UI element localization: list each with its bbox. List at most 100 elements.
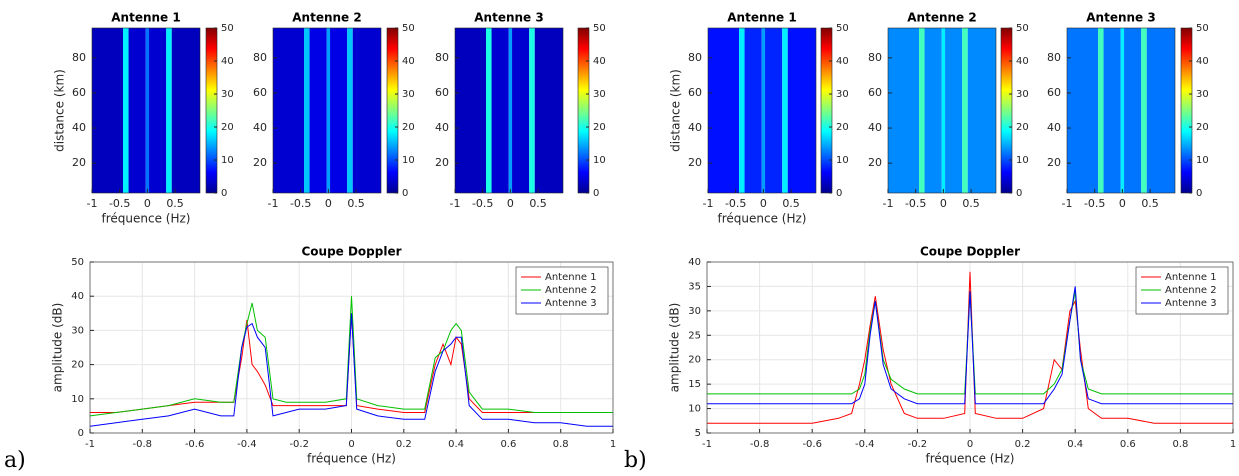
x-tick-label: -0.4	[855, 439, 875, 450]
colorbar-tick-label: 0	[1016, 188, 1022, 199]
colorbar	[1180, 27, 1193, 194]
heatmap-cell	[761, 28, 766, 193]
x-tick-label: 0.5	[347, 197, 365, 210]
heatmap-cell	[888, 28, 920, 193]
y-tick-label: 60	[1047, 86, 1061, 99]
x-tick-label: -1	[703, 197, 714, 210]
heatmap-cell	[1103, 28, 1121, 193]
axes-box	[707, 27, 817, 194]
colorbar-tick-label: 10	[836, 155, 849, 166]
y-tick-label: 40	[688, 257, 701, 268]
colorbar-tick-label: 40	[221, 56, 234, 67]
x-tick-label: 0.4	[1067, 439, 1083, 450]
y-tick-label: 60	[72, 86, 86, 99]
x-tick-label: 0	[348, 439, 354, 450]
x-tick-label: 0.6	[500, 439, 516, 450]
x-tick-label: 0	[760, 197, 767, 210]
x-tick-label: 0.5	[529, 197, 547, 210]
y-tick-label: 50	[71, 257, 84, 268]
heatmap-cell	[1124, 28, 1142, 193]
series-line	[89, 296, 613, 417]
chart-title: Antenne 1	[111, 11, 180, 25]
x-tick-label: -0.5	[290, 197, 311, 210]
heatmap-cell	[1098, 28, 1104, 193]
y-tick-label: 60	[253, 86, 267, 99]
chart-title: Coupe Doppler	[301, 245, 401, 259]
y-tick-label: 80	[688, 51, 702, 64]
y-tick-label: 40	[253, 121, 267, 134]
colorbar-tick-label: 0	[1196, 188, 1202, 199]
chart-title: Antenne 1	[727, 11, 796, 25]
chart-title: Coupe Doppler	[920, 245, 1020, 259]
heatmap-cell	[782, 28, 788, 193]
heatmap-cell	[347, 28, 353, 193]
x-tick-label: 0.4	[448, 439, 464, 450]
colorbar-tick-label: 10	[593, 155, 606, 166]
y-tick-label: 80	[253, 51, 267, 64]
y-tick-label: 20	[71, 360, 84, 371]
y-tick-label: 80	[72, 51, 86, 64]
legend-label: Antenne 2	[545, 285, 597, 296]
heatmap-cell	[145, 28, 150, 193]
heatmap-cell	[128, 28, 146, 193]
heatmap-cell	[512, 28, 530, 193]
x-tick-label: 0.2	[1015, 439, 1031, 450]
colorbar-tick-label: 20	[1016, 122, 1029, 133]
heatmap-cell	[455, 28, 487, 193]
colorbar-tick-label: 10	[1016, 155, 1029, 166]
x-tick-label: 0	[144, 197, 151, 210]
y-tick-label: 25	[688, 330, 701, 341]
axes-box	[1066, 27, 1176, 194]
y-tick-label: 40	[71, 291, 84, 302]
y-tick-label: 0	[78, 428, 84, 439]
chart-title: Antenne 2	[907, 11, 976, 25]
colorbar-tick-label: 0	[593, 188, 599, 199]
colorbar-tick-label: 20	[836, 122, 849, 133]
axes-box	[887, 27, 997, 194]
colorbar-tick-label: 30	[836, 89, 849, 100]
colorbar-tick-label: 0	[221, 188, 227, 199]
colorbar-tick-label: 10	[221, 155, 234, 166]
series-line	[89, 313, 613, 427]
series-line	[707, 286, 1233, 405]
x-tick-label: 0	[507, 197, 514, 210]
legend-label: Antenne 1	[545, 272, 597, 283]
y-tick-label: 20	[1047, 156, 1061, 169]
colorbar-tick-label: 50	[221, 23, 234, 34]
x-axis-label: fréquence (Hz)	[926, 452, 1015, 466]
y-tick-label: 40	[72, 121, 86, 134]
heatmap-cell	[330, 28, 348, 193]
heatmap-cell	[919, 28, 925, 193]
panel-label: b)	[624, 448, 647, 473]
heatmap-cell	[529, 28, 535, 193]
colorbar-tick-label: 40	[402, 56, 415, 67]
colorbar-tick-label: 30	[221, 89, 234, 100]
heatmap-cell	[326, 28, 331, 193]
x-tick-label: -0.8	[750, 439, 770, 450]
x-tick-label: -0.8	[133, 439, 153, 450]
heatmap-cell	[166, 28, 172, 193]
x-tick-label: -0.5	[472, 197, 493, 210]
x-tick-label: 1	[610, 439, 616, 450]
y-tick-label: 80	[435, 51, 449, 64]
colorbar-tick-label: 40	[1196, 56, 1209, 67]
y-tick-label: 20	[253, 156, 267, 169]
x-tick-label: -0.5	[905, 197, 926, 210]
colorbar-tick-label: 50	[1016, 23, 1029, 34]
heatmap-cell	[1120, 28, 1125, 193]
x-tick-label: -0.5	[1084, 197, 1105, 210]
x-tick-label: -1	[450, 197, 461, 210]
x-tick-label: -1	[883, 197, 894, 210]
axes-box	[272, 27, 382, 194]
panel-label: a)	[4, 448, 26, 473]
x-tick-label: 0.5	[1141, 197, 1159, 210]
y-tick-label: 20	[72, 156, 86, 169]
colorbar	[1000, 27, 1013, 194]
heatmap-cell	[92, 28, 124, 193]
chart-title: Antenne 2	[292, 11, 361, 25]
x-tick-label: -0.6	[185, 439, 205, 450]
axes-box	[454, 27, 564, 194]
heatmap-cell	[787, 28, 816, 193]
x-axis-label: fréquence (Hz)	[102, 212, 191, 226]
y-tick-label: 35	[688, 281, 701, 292]
